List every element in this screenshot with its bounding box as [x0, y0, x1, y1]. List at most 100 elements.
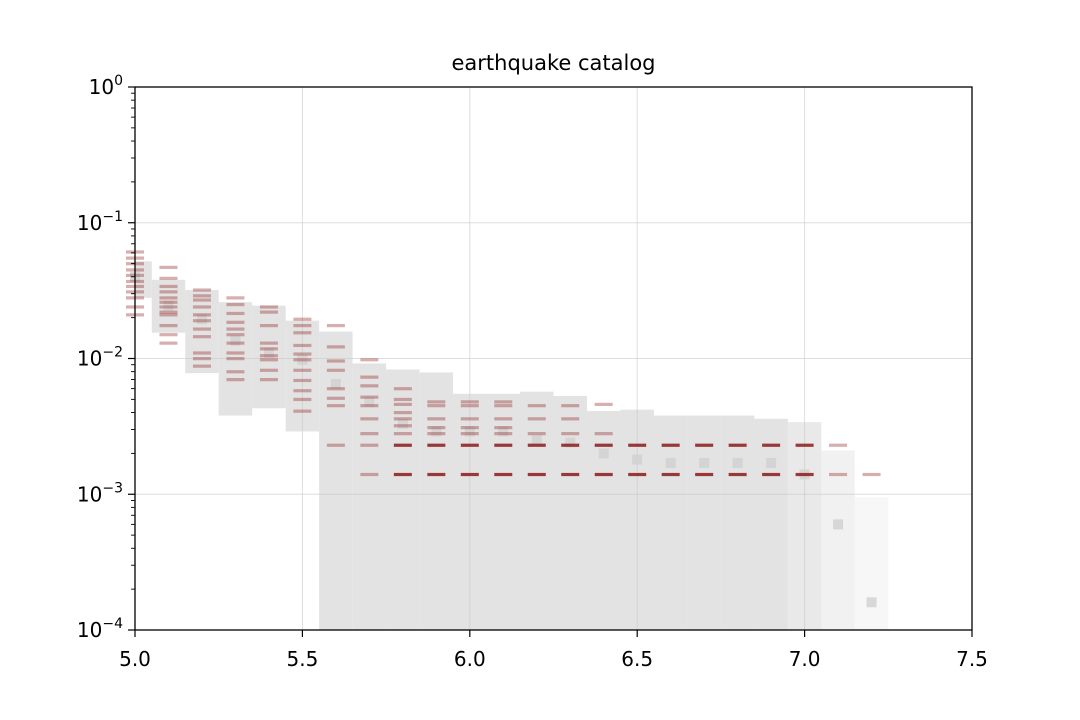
level-marker	[527, 443, 546, 447]
level-marker	[594, 443, 613, 447]
error-band	[821, 450, 855, 630]
x-tick-label: 5.5	[286, 647, 318, 671]
bin-center-marker	[632, 454, 643, 465]
chart-title: earthquake catalog	[451, 51, 655, 75]
level-marker	[259, 368, 278, 372]
bin-center-marker	[263, 347, 274, 358]
level-marker	[159, 313, 178, 317]
level-marker	[159, 324, 178, 328]
level-marker	[427, 417, 446, 421]
x-tick-label: 7.0	[789, 647, 821, 671]
level-marker	[762, 443, 781, 447]
level-marker	[192, 357, 211, 361]
level-marker	[259, 305, 278, 309]
bin-center-marker	[766, 457, 777, 468]
level-marker	[293, 317, 312, 321]
level-marker	[226, 351, 245, 355]
level-marker	[728, 472, 747, 477]
bin-centers	[130, 271, 877, 608]
level-marker	[695, 472, 714, 477]
bin-center-marker	[665, 457, 676, 468]
level-marker	[159, 296, 178, 300]
level-marker	[862, 472, 881, 477]
y-tick-label: 10−1	[77, 209, 123, 235]
level-marker	[259, 341, 278, 345]
level-marker	[159, 333, 178, 337]
level-marker	[427, 404, 446, 408]
error-band	[352, 363, 387, 630]
error-band	[419, 372, 454, 630]
level-marker	[192, 351, 211, 355]
level-marker	[661, 472, 680, 477]
bin-center-marker	[297, 354, 308, 365]
level-marker	[460, 400, 479, 404]
level-marker	[427, 426, 446, 430]
level-marker	[427, 400, 446, 404]
level-marker	[360, 443, 379, 447]
bin-center-marker	[732, 457, 743, 468]
bin-center-marker	[230, 335, 241, 346]
level-marker	[494, 443, 513, 447]
level-marker	[561, 417, 580, 421]
level-marker	[561, 404, 580, 408]
bin-center-marker	[196, 314, 207, 325]
level-marker	[762, 472, 781, 477]
level-marker	[293, 389, 312, 393]
level-marker	[393, 417, 412, 421]
level-marker	[393, 443, 412, 447]
level-marker	[829, 443, 848, 447]
level-marker	[192, 305, 211, 309]
x-tick-label: 6.0	[454, 647, 486, 671]
level-marker	[360, 404, 379, 408]
x-tick-label: 6.5	[621, 647, 653, 671]
level-marker	[460, 472, 479, 477]
level-marker	[494, 472, 513, 477]
level-marker	[360, 432, 379, 436]
level-marker	[159, 276, 178, 280]
level-marker	[360, 472, 379, 477]
level-marker	[527, 417, 546, 421]
level-marker	[360, 395, 379, 399]
level-marker	[192, 298, 211, 302]
level-marker	[795, 443, 814, 447]
error-band	[720, 415, 755, 630]
level-marker	[393, 424, 412, 428]
level-marker	[259, 310, 278, 314]
error-band	[319, 331, 353, 630]
level-marker	[360, 417, 379, 421]
level-marker	[561, 472, 580, 477]
level-marker	[159, 284, 178, 289]
level-marker	[326, 443, 345, 447]
level-marker	[192, 288, 211, 292]
error-band	[135, 261, 152, 298]
level-marker	[460, 432, 479, 436]
level-marker	[159, 290, 178, 294]
level-marker	[293, 324, 312, 328]
level-marker	[326, 324, 345, 328]
level-marker	[293, 368, 312, 372]
level-marker	[527, 404, 546, 408]
level-marker	[427, 432, 446, 436]
level-marker	[427, 443, 446, 447]
error-band	[854, 497, 889, 630]
level-marker	[594, 432, 613, 436]
x-tick-label: 5.0	[119, 647, 151, 671]
bin-center-marker	[531, 435, 542, 446]
level-marker	[293, 397, 312, 402]
level-marker	[226, 302, 245, 307]
bin-center-marker	[699, 457, 710, 468]
error-band	[553, 395, 587, 630]
level-marker	[494, 400, 513, 404]
level-marker	[427, 472, 446, 477]
error-band	[687, 415, 721, 630]
level-marker	[326, 368, 345, 372]
bin-center-marker	[598, 448, 609, 459]
level-marker	[360, 358, 379, 362]
level-marker	[460, 426, 479, 430]
level-marker	[259, 347, 278, 351]
level-marker	[192, 294, 211, 298]
level-marker	[829, 472, 848, 477]
level-marker	[527, 432, 546, 436]
level-marker	[460, 443, 479, 447]
